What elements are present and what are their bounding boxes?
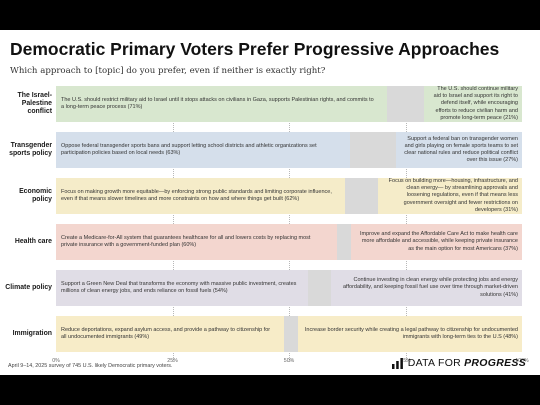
bar-option-a — [56, 270, 308, 306]
bar-option-b — [396, 132, 522, 168]
logo-mark-icon — [391, 357, 403, 369]
option-a-text: Focus on making growth more equitable—by… — [61, 188, 332, 202]
bar-option-b — [351, 224, 522, 260]
option-b-text: Increase border security while creating … — [304, 326, 518, 340]
x-tick-label: 75% — [400, 358, 411, 364]
bar-neither — [344, 178, 378, 214]
row-label: Climate policy — [5, 283, 52, 291]
row-label: Immigration — [12, 329, 52, 337]
bar-neither — [337, 224, 352, 260]
x-tick-label: 0% — [52, 358, 60, 364]
chart-card: Democratic Primary Voters Prefer Progres… — [0, 30, 540, 375]
row-label: The Israel-Palestine conflict — [17, 91, 52, 116]
option-b-text: Improve and expand the Affordable Care A… — [360, 231, 518, 252]
x-tick-label: 100% — [515, 358, 529, 364]
x-tick-label: 25% — [167, 358, 178, 364]
bar-neither — [307, 270, 331, 306]
option-a-text: The U.S. should restrict military aid to… — [61, 96, 374, 110]
bar-option-b — [424, 86, 522, 122]
chart-subtitle: Which approach to [topic] do you prefer,… — [10, 66, 326, 76]
x-tick-label: 50% — [283, 358, 295, 364]
bar-neither — [349, 132, 397, 168]
option-b-text: The U.S. should continue military aid to… — [433, 86, 518, 121]
chart-title: Democratic Primary Voters Prefer Progres… — [10, 39, 500, 59]
logo-word-progress: PROGRESS — [464, 357, 526, 369]
bar-option-a — [56, 316, 285, 352]
row-label: Health care — [14, 237, 52, 245]
bar-option-b — [298, 316, 522, 352]
option-b-text: Support a federal ban on transgender wom… — [404, 135, 518, 164]
logo-word-data-for: DATA FOR — [407, 357, 462, 369]
bar-option-b — [377, 178, 522, 214]
bar-option-a — [56, 132, 350, 168]
bar-option-a — [56, 178, 345, 214]
bar-option-a — [56, 86, 387, 122]
bar-neither — [284, 316, 299, 352]
footnote: April 9–14, 2025 survey of 745 U.S. like… — [8, 363, 173, 369]
option-a-text: Support a Green New Deal that transforms… — [61, 280, 297, 294]
bar-neither — [386, 86, 425, 122]
bar-option-a — [56, 224, 338, 260]
option-a-text: Reduce deportations, expand asylum acces… — [61, 326, 271, 340]
row-label: Transgender sports policy — [9, 141, 52, 157]
option-a-text: Create a Medicare-for-All system that gu… — [61, 234, 311, 248]
option-b-text: Continue investing in clean energy while… — [343, 277, 518, 298]
option-a-text: Oppose federal transgender sports bans a… — [61, 142, 317, 156]
row-label: Economic policy — [19, 187, 52, 203]
data-for-progress-logo: DATA FOR PROGRESS — [391, 357, 526, 369]
option-b-text: Focus on building more—housing, infrastr… — [388, 178, 518, 213]
bar-option-b — [330, 270, 522, 306]
